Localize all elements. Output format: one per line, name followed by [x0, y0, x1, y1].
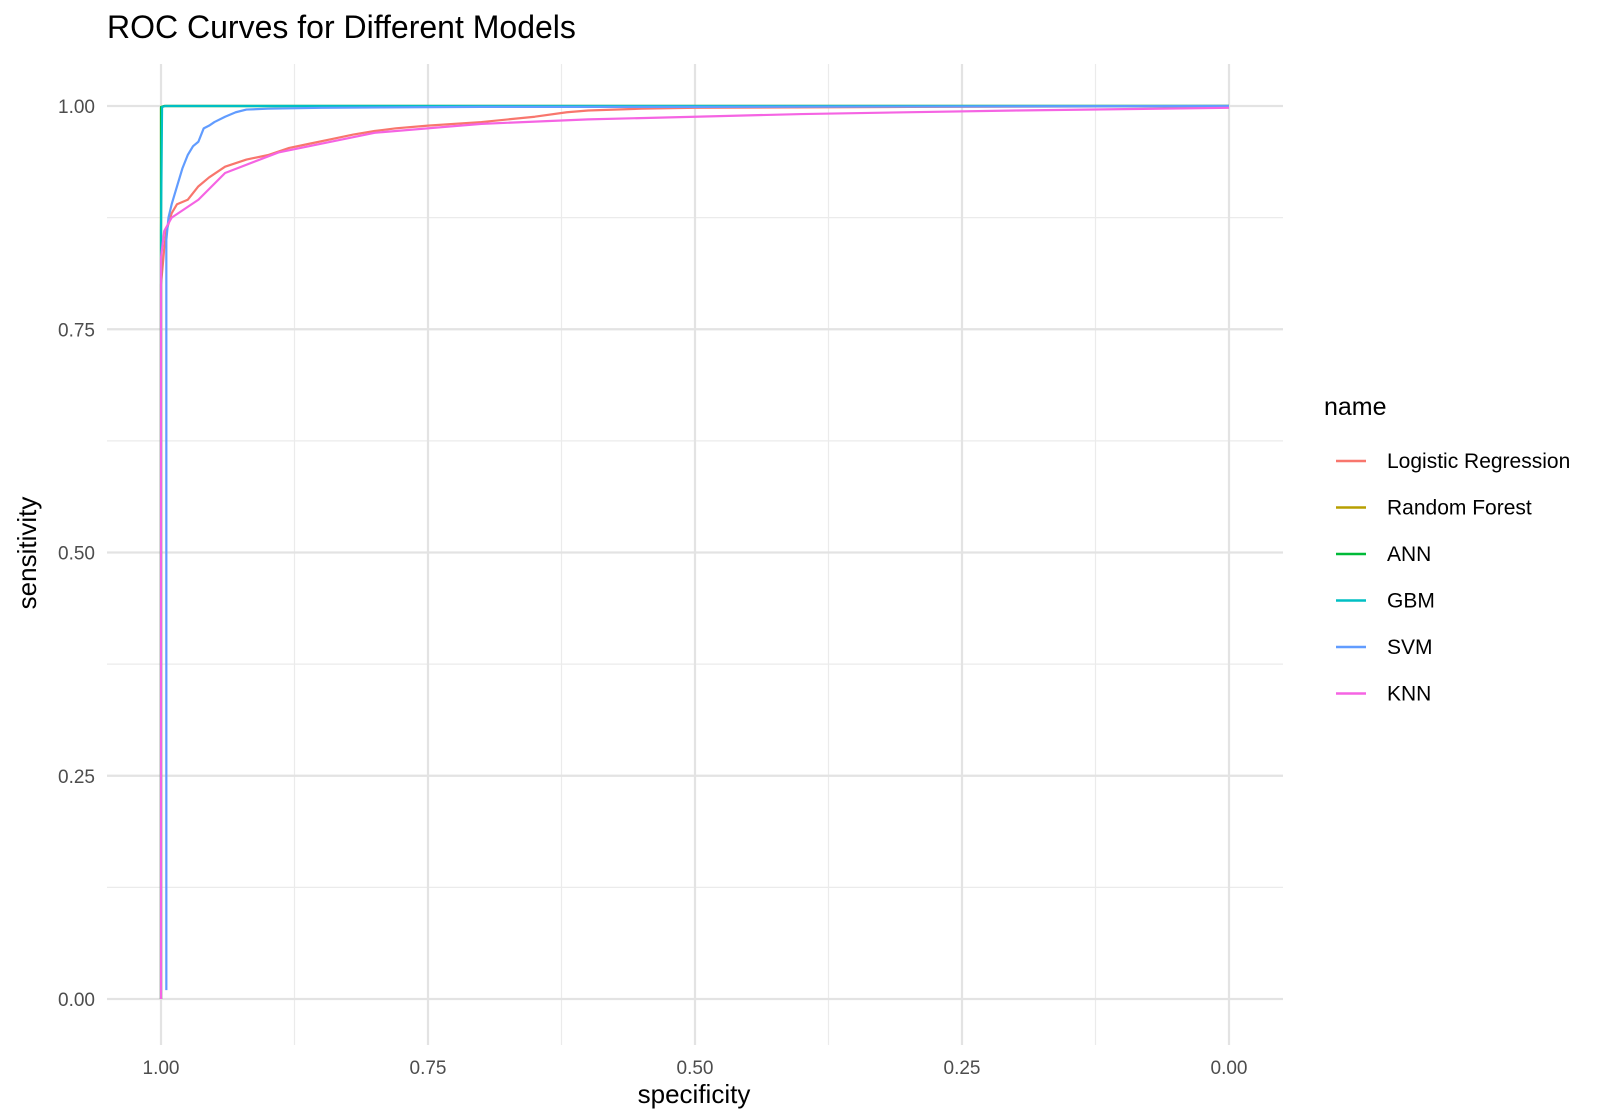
y-axis-title: sensitivity [12, 497, 42, 610]
tick-labels: 1.00 0.75 0.50 0.25 0.00 0.00 0.25 0.50 0.75 1.00 [58, 97, 1247, 1079]
y-tick-label: 0.00 [58, 990, 95, 1011]
x-tick-label: 1.00 [143, 1058, 180, 1079]
series-line-logistic-regression [159, 104, 1230, 999]
legend-label-ann: ANN [1387, 543, 1431, 566]
chart-title: ROC Curves for Different Models [107, 9, 576, 45]
legend-label-svm: SVM [1387, 636, 1433, 659]
legend-label-gbm: GBM [1387, 590, 1435, 613]
y-tick-label: 1.00 [58, 97, 95, 118]
series-line-knn [159, 106, 1230, 999]
legend: name Logistic Regression Random Forest ANN… [1324, 393, 1570, 706]
y-tick-label: 0.25 [58, 767, 95, 788]
x-tick-label: 0.25 [944, 1058, 981, 1079]
x-axis-title: specificity [638, 1079, 751, 1109]
x-tick-label: 0.00 [1211, 1058, 1248, 1079]
x-tick-label: 0.50 [677, 1058, 714, 1079]
y-tick-label: 0.50 [58, 544, 95, 565]
legend-label-logistic-regression: Logistic Regression [1387, 450, 1570, 473]
y-tick-label: 0.75 [58, 320, 95, 341]
legend-label-random-forest: Random Forest [1387, 497, 1532, 520]
series-lines [159, 104, 1230, 999]
x-tick-label: 0.75 [410, 1058, 447, 1079]
legend-title: name [1324, 393, 1387, 421]
legend-label-knn: KNN [1387, 683, 1431, 706]
series-line-svm [165, 104, 1230, 991]
